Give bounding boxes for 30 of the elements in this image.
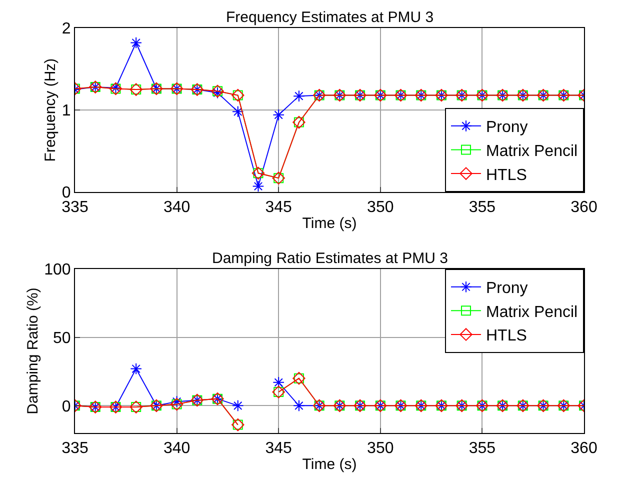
y-tick-label: 100 bbox=[44, 262, 71, 279]
x-tick-label: 345 bbox=[265, 440, 292, 458]
y-axis-title: Frequency (Hz) bbox=[42, 58, 60, 162]
x-tick-label: 340 bbox=[163, 199, 190, 216]
legend-label: Matrix Pencil bbox=[486, 142, 578, 160]
x-tick-label: 360 bbox=[570, 199, 598, 216]
x-tick-label: 340 bbox=[163, 440, 190, 458]
x-tick-label: 335 bbox=[62, 440, 88, 458]
y-tick-label: 1 bbox=[62, 102, 71, 120]
x-tick-label: 335 bbox=[62, 199, 88, 216]
y-tick-label: 2 bbox=[62, 20, 71, 38]
legend-label: Prony bbox=[486, 119, 528, 136]
x-axis-title: Time (s) bbox=[302, 456, 357, 474]
chart-title: Frequency Estimates at PMU 3 bbox=[226, 9, 434, 26]
x-tick-label: 350 bbox=[367, 440, 394, 458]
legend-label: HTLS bbox=[486, 166, 527, 184]
x-tick-label: 360 bbox=[570, 440, 598, 458]
legend-label: Prony bbox=[486, 280, 528, 298]
chart-title: Damping Ratio Estimates at PMU 3 bbox=[212, 250, 448, 267]
legend-label: HTLS bbox=[486, 328, 527, 345]
legend-label: Matrix Pencil bbox=[486, 304, 578, 321]
x-tick-label: 355 bbox=[468, 199, 496, 216]
x-tick-label: 350 bbox=[367, 199, 394, 216]
x-axis-title: Time (s) bbox=[302, 215, 357, 232]
x-tick-label: 355 bbox=[468, 440, 496, 458]
y-tick-label: 0 bbox=[62, 398, 71, 416]
y-tick-label: 0 bbox=[62, 184, 71, 202]
x-tick-label: 345 bbox=[265, 199, 292, 216]
y-axis-title: Damping Ratio (%) bbox=[24, 288, 42, 414]
y-tick-label: 50 bbox=[53, 330, 71, 347]
